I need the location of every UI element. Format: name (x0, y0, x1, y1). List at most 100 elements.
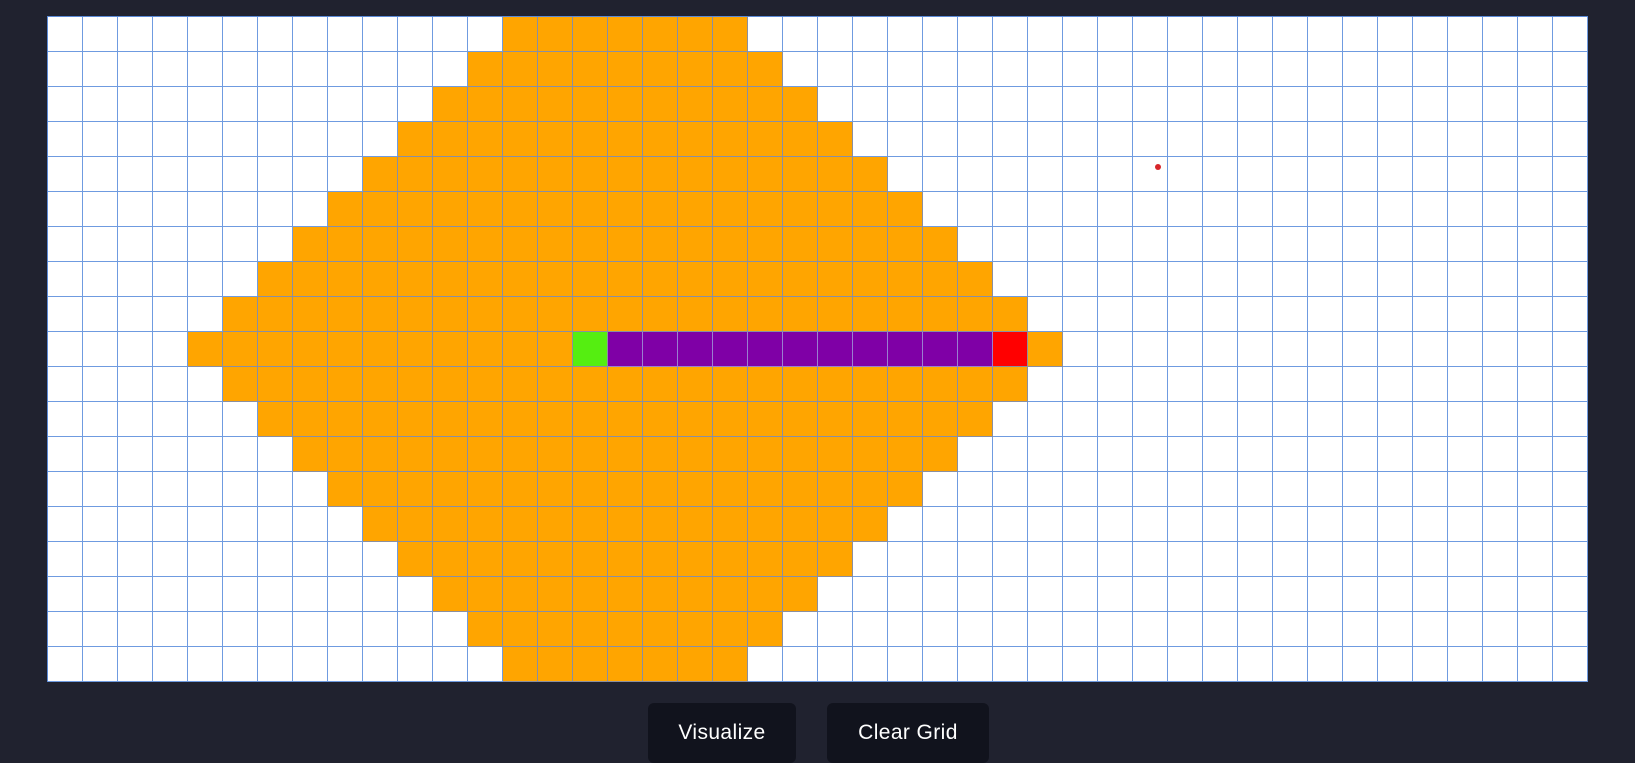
grid-cell[interactable] (888, 52, 923, 87)
grid-cell[interactable] (1448, 192, 1483, 227)
visited-cell[interactable] (923, 227, 958, 262)
visited-cell[interactable] (678, 507, 713, 542)
grid-cell[interactable] (923, 87, 958, 122)
grid-cell[interactable] (1133, 437, 1168, 472)
grid-cell[interactable] (1133, 17, 1168, 52)
grid-cell[interactable] (1133, 542, 1168, 577)
grid-cell[interactable] (1343, 542, 1378, 577)
grid-cell[interactable] (1203, 332, 1238, 367)
grid-cell[interactable] (1413, 402, 1448, 437)
grid-cell[interactable] (118, 437, 153, 472)
grid-cell[interactable] (993, 437, 1028, 472)
visited-cell[interactable] (503, 17, 538, 52)
visited-cell[interactable] (678, 157, 713, 192)
visited-cell[interactable] (468, 227, 503, 262)
grid-cell[interactable] (48, 227, 83, 262)
grid-cell[interactable] (1308, 402, 1343, 437)
grid-cell[interactable] (1413, 157, 1448, 192)
grid-cell[interactable] (748, 647, 783, 682)
grid-cell[interactable] (1553, 17, 1588, 52)
grid-cell[interactable] (48, 122, 83, 157)
grid-cell[interactable] (1168, 367, 1203, 402)
visited-cell[interactable] (958, 262, 993, 297)
visited-cell[interactable] (503, 612, 538, 647)
grid-cell[interactable] (1063, 122, 1098, 157)
grid-cell[interactable] (48, 367, 83, 402)
visited-cell[interactable] (503, 577, 538, 612)
grid-cell[interactable] (1308, 507, 1343, 542)
visited-cell[interactable] (538, 647, 573, 682)
visited-cell[interactable] (433, 472, 468, 507)
grid-cell[interactable] (1448, 472, 1483, 507)
grid-cell[interactable] (1168, 402, 1203, 437)
grid-cell[interactable] (293, 647, 328, 682)
visited-cell[interactable] (643, 437, 678, 472)
grid-cell[interactable] (1448, 647, 1483, 682)
grid-cell[interactable] (118, 367, 153, 402)
grid-cell[interactable] (83, 227, 118, 262)
grid-cell[interactable] (1063, 192, 1098, 227)
visited-cell[interactable] (923, 262, 958, 297)
grid-cell[interactable] (958, 647, 993, 682)
grid-cell[interactable] (153, 577, 188, 612)
visited-cell[interactable] (328, 437, 363, 472)
grid-cell[interactable] (188, 157, 223, 192)
visited-cell[interactable] (363, 297, 398, 332)
grid-cell[interactable] (1413, 577, 1448, 612)
visited-cell[interactable] (678, 122, 713, 157)
visited-cell[interactable] (748, 297, 783, 332)
grid-cell[interactable] (83, 262, 118, 297)
grid-cell[interactable] (1273, 577, 1308, 612)
grid-cell[interactable] (1308, 122, 1343, 157)
grid-cell[interactable] (1028, 157, 1063, 192)
grid-cell[interactable] (1028, 17, 1063, 52)
visited-cell[interactable] (468, 332, 503, 367)
grid-cell[interactable] (1098, 52, 1133, 87)
grid-cell[interactable] (923, 472, 958, 507)
visited-cell[interactable] (608, 367, 643, 402)
grid-cell[interactable] (1518, 542, 1553, 577)
grid-cell[interactable] (1343, 647, 1378, 682)
grid-cell[interactable] (1308, 157, 1343, 192)
grid-cell[interactable] (993, 192, 1028, 227)
visited-cell[interactable] (258, 332, 293, 367)
grid-cell[interactable] (153, 52, 188, 87)
grid-cell[interactable] (993, 647, 1028, 682)
grid-cell[interactable] (1063, 542, 1098, 577)
path-cell[interactable] (783, 332, 818, 367)
grid-cell[interactable] (1308, 227, 1343, 262)
visited-cell[interactable] (958, 297, 993, 332)
grid-cell[interactable] (1133, 367, 1168, 402)
grid-cell[interactable] (1448, 52, 1483, 87)
grid-cell[interactable] (1378, 297, 1413, 332)
visited-cell[interactable] (293, 332, 328, 367)
visited-cell[interactable] (398, 367, 433, 402)
grid-cell[interactable] (1343, 87, 1378, 122)
grid-cell[interactable] (433, 612, 468, 647)
grid-cell[interactable] (1413, 612, 1448, 647)
grid-cell[interactable] (1273, 472, 1308, 507)
grid-cell[interactable] (293, 157, 328, 192)
grid-cell[interactable] (258, 612, 293, 647)
grid-cell[interactable] (1133, 297, 1168, 332)
visited-cell[interactable] (538, 157, 573, 192)
grid-cell[interactable] (83, 52, 118, 87)
grid-cell[interactable] (1518, 332, 1553, 367)
visited-cell[interactable] (678, 297, 713, 332)
grid-cell[interactable] (258, 507, 293, 542)
grid-cell[interactable] (293, 577, 328, 612)
visited-cell[interactable] (258, 262, 293, 297)
visited-cell[interactable] (783, 542, 818, 577)
visited-cell[interactable] (713, 402, 748, 437)
visited-cell[interactable] (818, 227, 853, 262)
grid-cell[interactable] (1133, 192, 1168, 227)
grid-cell[interactable] (1203, 262, 1238, 297)
grid-cell[interactable] (1378, 122, 1413, 157)
grid-cell[interactable] (1518, 192, 1553, 227)
visited-cell[interactable] (818, 507, 853, 542)
grid-cell[interactable] (1343, 262, 1378, 297)
visited-cell[interactable] (538, 122, 573, 157)
visited-cell[interactable] (258, 367, 293, 402)
grid-cell[interactable] (1273, 437, 1308, 472)
grid-cell[interactable] (48, 402, 83, 437)
